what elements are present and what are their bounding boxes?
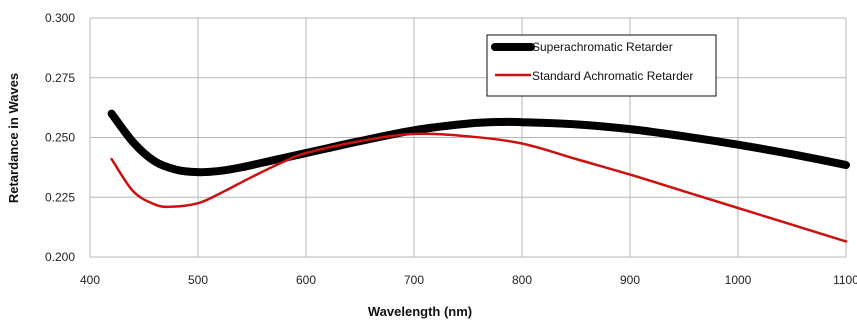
- x-tick-label: 700: [404, 273, 424, 287]
- x-tick-label: 900: [620, 273, 640, 287]
- x-axis-ticks: 400 500 600 700 800 900 1000 1100: [80, 273, 857, 287]
- series-line-superachromatic-retarder: [107, 109, 850, 177]
- x-tick-label: 1000: [725, 273, 752, 287]
- legend-label-standard-achromatic-retarder: Standard Achromatic Retarder: [532, 69, 693, 83]
- y-axis-ticks: 0.200 0.225 0.250 0.275 0.300: [45, 11, 75, 264]
- x-tick-label: 1100: [833, 273, 857, 287]
- plot-frame: [89, 17, 847, 258]
- y-axis-label: Retardance in Waves: [6, 73, 21, 203]
- plot-border: [89, 17, 847, 258]
- series-line-standard-achromatic-retarder: [110, 132, 848, 243]
- y-tick-label: 0.300: [45, 11, 75, 25]
- series-lines: [107, 109, 850, 243]
- legend-label-superachromatic-retarder: Superachromatic Retarder: [532, 40, 673, 54]
- x-tick-label: 800: [512, 273, 532, 287]
- x-tick-label: 400: [80, 273, 100, 287]
- y-tick-label: 0.225: [45, 190, 75, 204]
- x-tick-label: 600: [296, 273, 316, 287]
- x-tick-label: 500: [188, 273, 208, 287]
- y-tick-label: 0.200: [45, 250, 75, 264]
- y-tick-label: 0.250: [45, 131, 75, 145]
- legend: Superachromatic Retarder Standard Achrom…: [486, 34, 717, 97]
- y-tick-label: 0.275: [45, 71, 75, 85]
- x-axis-label: Wavelength (nm): [368, 304, 472, 319]
